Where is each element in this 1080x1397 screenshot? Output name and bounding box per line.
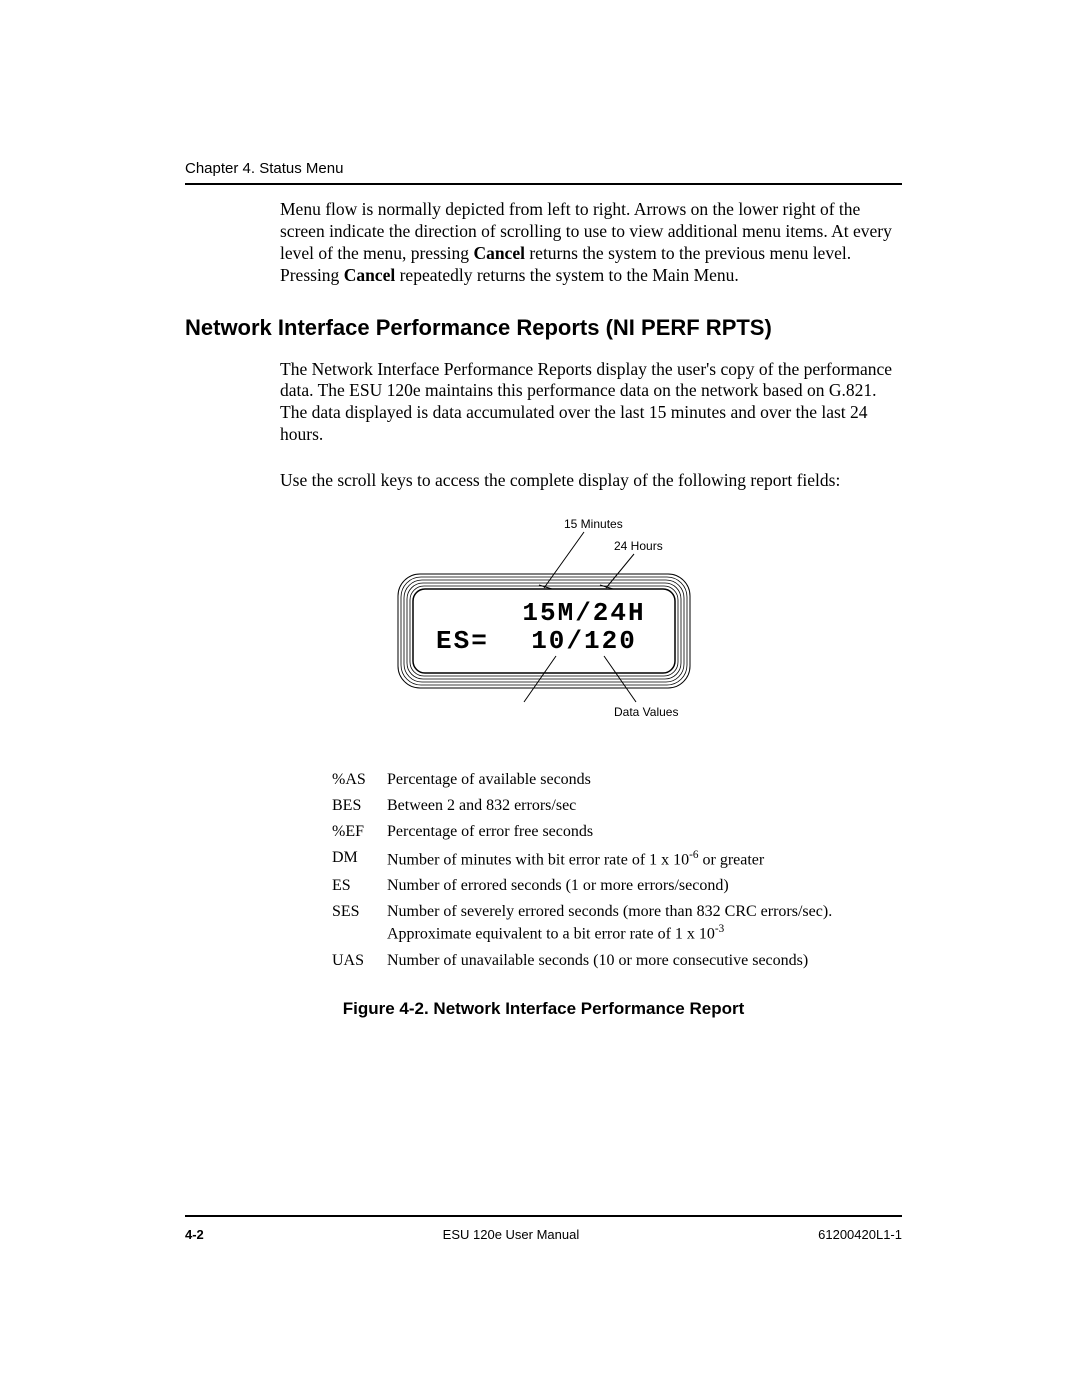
field-desc: Number of unavailable seconds (10 or mor… — [387, 951, 842, 977]
lcd-line2b: 10/120 — [531, 626, 637, 656]
para1-d: repeatedly returns the system to the Mai… — [395, 265, 739, 285]
label-data-values: Data Values — [614, 705, 678, 719]
cancel-bold-2: Cancel — [344, 265, 396, 285]
page-content: Chapter 4. Status Menu Menu flow is norm… — [185, 160, 902, 1202]
section-title: Network Interface Performance Reports (N… — [185, 315, 902, 341]
field-key: ES — [332, 876, 387, 902]
field-row: BESBetween 2 and 832 errors/sec — [332, 796, 842, 822]
field-desc: Number of minutes with bit error rate of… — [387, 848, 842, 876]
field-row: DMNumber of minutes with bit error rate … — [332, 848, 842, 876]
doc-number: 61200420L1-1 — [818, 1227, 902, 1242]
field-definitions: %ASPercentage of available secondsBESBet… — [332, 770, 842, 977]
field-row: UASNumber of unavailable seconds (10 or … — [332, 951, 842, 977]
field-key: DM — [332, 848, 387, 876]
manual-title: ESU 120e User Manual — [443, 1227, 580, 1242]
field-key: %EF — [332, 822, 387, 848]
field-row: %ASPercentage of available seconds — [332, 770, 842, 796]
lcd-line2a: ES= — [436, 626, 489, 656]
field-row: ESNumber of errored seconds (1 or more e… — [332, 876, 842, 902]
lcd-figure: 15 Minutes 24 Hours 15M/24H ES= 10/120 — [384, 516, 704, 746]
label-15min: 15 Minutes — [564, 517, 623, 531]
field-desc: Percentage of available seconds — [387, 770, 842, 796]
field-desc: Number of errored seconds (1 or more err… — [387, 876, 842, 902]
field-key: BES — [332, 796, 387, 822]
field-key: %AS — [332, 770, 387, 796]
field-key: SES — [332, 902, 387, 950]
lcd-line1: 15M/24H — [522, 598, 645, 628]
intro-paragraph: Menu flow is normally depicted from left… — [280, 199, 902, 287]
field-row: SESNumber of severely errored seconds (m… — [332, 902, 842, 950]
page-number: 4-2 — [185, 1227, 204, 1242]
field-desc: Between 2 and 832 errors/sec — [387, 796, 842, 822]
field-key: UAS — [332, 951, 387, 977]
field-row: %EFPercentage of error free seconds — [332, 822, 842, 848]
figure-caption: Figure 4-2. Network Interface Performanc… — [185, 999, 902, 1019]
label-24h: 24 Hours — [614, 539, 663, 553]
field-desc: Percentage of error free seconds — [387, 822, 842, 848]
section-para-1: The Network Interface Performance Report… — [280, 359, 902, 447]
section-para-2: Use the scroll keys to access the comple… — [280, 470, 902, 492]
chapter-header: Chapter 4. Status Menu — [185, 160, 902, 185]
page-footer: 4-2 ESU 120e User Manual 61200420L1-1 — [185, 1215, 902, 1242]
cancel-bold-1: Cancel — [473, 243, 525, 263]
field-desc: Number of severely errored seconds (more… — [387, 902, 842, 950]
